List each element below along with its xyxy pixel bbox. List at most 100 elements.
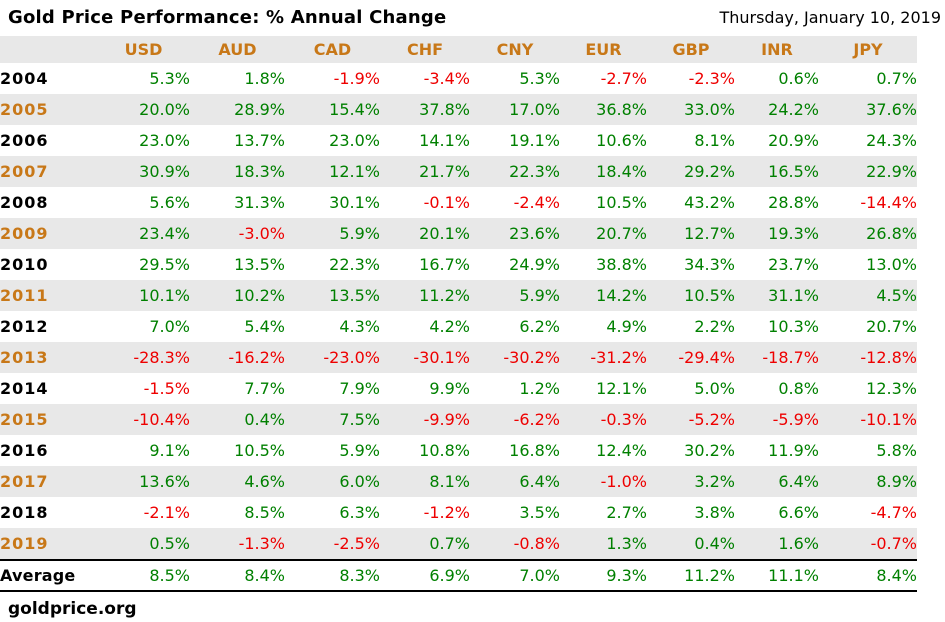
value-cell: 37.8% bbox=[380, 94, 470, 125]
average-value-cell: 7.0% bbox=[470, 559, 560, 592]
value-cell: 3.8% bbox=[694, 503, 735, 522]
table-row-2017: 2017 13.6% 4.6% 6.0% 8.1% 6.4% -1.0% 3.2% 6.4% 8.… bbox=[0, 466, 917, 497]
value-cell: 13.6% bbox=[97, 466, 190, 497]
value-cell: 6.6% bbox=[778, 503, 819, 522]
column-header-row: USD AUD CAD CHF CNY EUR GBP INR JPY bbox=[0, 36, 917, 63]
value-cell: 2.2% bbox=[694, 317, 735, 336]
value-cell: -2.5% bbox=[285, 528, 380, 560]
value-cell: 19.3% bbox=[735, 218, 819, 249]
value-cell: 13.5% bbox=[285, 280, 380, 311]
average-row: Average 8.5% 8.4% 8.3% 6.9% 7.0% 9.3% 11.2% 11.1… bbox=[0, 559, 917, 592]
value-cell: 24.2% bbox=[735, 94, 819, 125]
year-label: 2014 bbox=[0, 379, 49, 398]
year-label: 2004 bbox=[0, 69, 49, 88]
average-value-cell: 11.1% bbox=[735, 559, 819, 592]
source-attribution: goldprice.org bbox=[0, 592, 945, 619]
value-cell: 5.6% bbox=[149, 193, 190, 212]
value-cell: 31.3% bbox=[234, 193, 285, 212]
average-value-cell: 9.3% bbox=[560, 559, 647, 592]
table-row-2011: 2011 10.1% 10.2% 13.5% 11.2% 5.9% 14.2% 10.5% 31… bbox=[0, 280, 917, 311]
table-row-2016: 2016 9.1% 10.5% 5.9% 10.8% 16.8% 12.4% 30.2% 11.… bbox=[0, 435, 917, 466]
value-cell: -10.1% bbox=[819, 404, 917, 435]
column-header-usd: USD bbox=[97, 36, 190, 63]
value-cell: 36.8% bbox=[560, 94, 647, 125]
table-row-2006: 2006 23.0% 13.7% 23.0% 14.1% 19.1% 10.6% 8.1% 20… bbox=[0, 125, 917, 156]
value-cell: -6.2% bbox=[470, 404, 560, 435]
value-cell: 12.7% bbox=[647, 218, 735, 249]
value-cell: 3.5% bbox=[519, 503, 560, 522]
value-cell: -2.1% bbox=[143, 503, 190, 522]
value-cell: -5.9% bbox=[735, 404, 819, 435]
value-cell: 29.5% bbox=[139, 255, 190, 274]
value-cell: 43.2% bbox=[684, 193, 735, 212]
year-label: 2011 bbox=[0, 280, 97, 311]
value-cell: 2.7% bbox=[606, 503, 647, 522]
table-row-2015: 2015 -10.4% 0.4% 7.5% -9.9% -6.2% -0.3% -5.2% -5… bbox=[0, 404, 917, 435]
value-cell: 9.9% bbox=[429, 379, 470, 398]
value-cell: 23.0% bbox=[139, 131, 190, 150]
value-cell: -12.8% bbox=[819, 342, 917, 373]
source-link[interactable]: goldprice.org bbox=[8, 599, 137, 619]
table-row-2009: 2009 23.4% -3.0% 5.9% 20.1% 23.6% 20.7% 12.7% 19… bbox=[0, 218, 917, 249]
table-row-2008: 2008 5.6% 31.3% 30.1% -0.1% -2.4% 10.5% 43.2% 28… bbox=[0, 187, 917, 218]
value-cell: 4.5% bbox=[819, 280, 917, 311]
value-cell: 6.4% bbox=[470, 466, 560, 497]
value-cell: -16.2% bbox=[190, 342, 285, 373]
value-cell: 28.9% bbox=[190, 94, 285, 125]
value-cell: 7.0% bbox=[149, 317, 190, 336]
column-header-aud: AUD bbox=[190, 36, 285, 63]
value-cell: 0.4% bbox=[190, 404, 285, 435]
value-cell: 21.7% bbox=[380, 156, 470, 187]
value-cell: 13.7% bbox=[234, 131, 285, 150]
value-cell: 12.1% bbox=[285, 156, 380, 187]
value-cell: -1.3% bbox=[190, 528, 285, 560]
column-header-eur: EUR bbox=[560, 36, 647, 63]
value-cell: -0.3% bbox=[560, 404, 647, 435]
value-cell: 6.3% bbox=[339, 503, 380, 522]
value-cell: 10.1% bbox=[97, 280, 190, 311]
value-cell: 18.4% bbox=[560, 156, 647, 187]
year-label: 2013 bbox=[0, 342, 97, 373]
value-cell: -0.1% bbox=[423, 193, 470, 212]
year-label: 2017 bbox=[0, 466, 97, 497]
value-cell: -29.4% bbox=[647, 342, 735, 373]
year-label: 2016 bbox=[0, 441, 49, 460]
value-cell: -3.0% bbox=[190, 218, 285, 249]
value-cell: -5.2% bbox=[647, 404, 735, 435]
year-label: 2005 bbox=[0, 94, 97, 125]
corner-cell bbox=[0, 36, 97, 63]
year-label: 2006 bbox=[0, 131, 49, 150]
value-cell: 6.2% bbox=[519, 317, 560, 336]
column-header-chf: CHF bbox=[380, 36, 470, 63]
value-cell: -0.7% bbox=[819, 528, 917, 560]
column-header-inr: INR bbox=[735, 36, 819, 63]
value-cell: 26.8% bbox=[819, 218, 917, 249]
value-cell: 5.9% bbox=[470, 280, 560, 311]
average-label: Average bbox=[0, 559, 97, 592]
value-cell: 19.1% bbox=[509, 131, 560, 150]
value-cell: 4.9% bbox=[606, 317, 647, 336]
year-label: 2007 bbox=[0, 156, 97, 187]
value-cell: 11.9% bbox=[768, 441, 819, 460]
value-cell: 31.1% bbox=[735, 280, 819, 311]
average-value-cell: 8.3% bbox=[285, 559, 380, 592]
year-label: 2018 bbox=[0, 503, 49, 522]
report-date: Thursday, January 10, 2019 bbox=[719, 8, 941, 27]
value-cell: -28.3% bbox=[97, 342, 190, 373]
value-cell: 1.3% bbox=[560, 528, 647, 560]
value-cell: 12.1% bbox=[596, 379, 647, 398]
value-cell: 20.7% bbox=[866, 317, 917, 336]
year-label: 2019 bbox=[0, 528, 97, 560]
value-cell: 7.5% bbox=[285, 404, 380, 435]
column-header-cad: CAD bbox=[285, 36, 380, 63]
value-cell: 16.8% bbox=[509, 441, 560, 460]
average-value-cell: 6.9% bbox=[380, 559, 470, 592]
value-cell: 15.4% bbox=[285, 94, 380, 125]
average-value-cell: 11.2% bbox=[647, 559, 735, 592]
value-cell: 30.1% bbox=[329, 193, 380, 212]
value-cell: 23.6% bbox=[470, 218, 560, 249]
value-cell: -1.2% bbox=[423, 503, 470, 522]
value-cell: 0.5% bbox=[97, 528, 190, 560]
value-cell: 14.1% bbox=[419, 131, 470, 150]
value-cell: 38.8% bbox=[596, 255, 647, 274]
